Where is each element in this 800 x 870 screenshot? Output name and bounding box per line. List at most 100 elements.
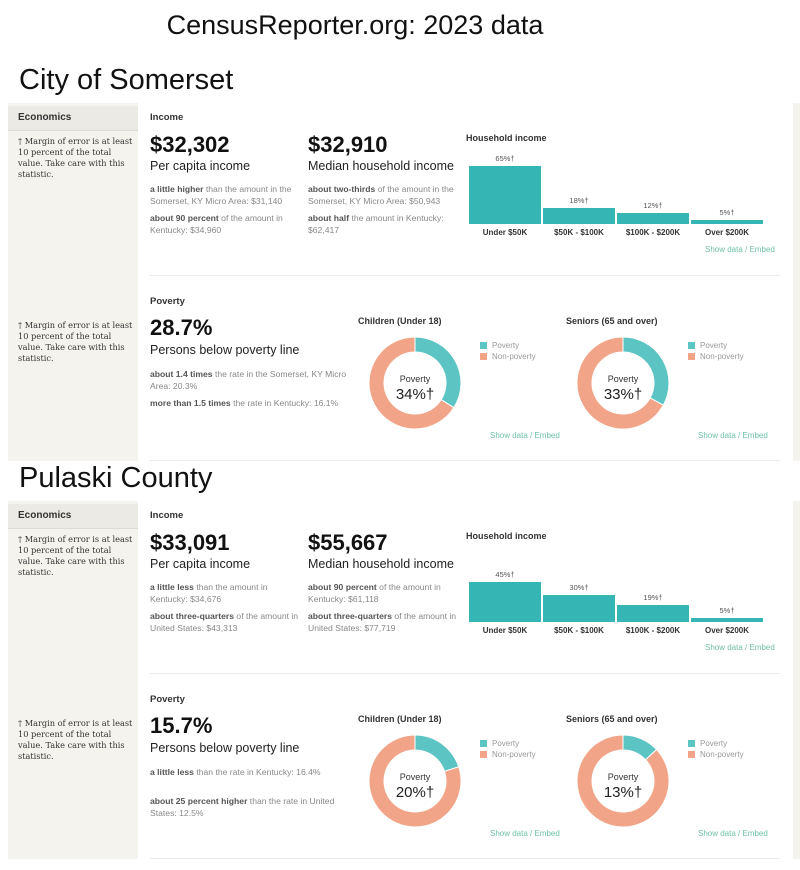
- legend-item-non-poverty: Non-poverty: [688, 750, 744, 759]
- non-poverty-slice[interactable]: [576, 734, 670, 828]
- legend-item-poverty: Poverty: [480, 341, 519, 350]
- bar-value-label: 65%†: [495, 154, 515, 164]
- bar-value-label: 45%†: [495, 569, 515, 579]
- seniors-poverty-chart: Seniors (65 and over) Poverty 33%† Pover…: [566, 316, 776, 446]
- bar[interactable]: [543, 595, 615, 622]
- poverty-comparison-2: about 25 percent higher than the rate in…: [150, 796, 335, 818]
- median-income-value: $55,667: [308, 530, 388, 555]
- legend-item-poverty: Poverty: [688, 739, 727, 748]
- per-capita-label: Per capita income: [150, 159, 251, 173]
- legend-swatch: [480, 740, 487, 747]
- legend-swatch: [688, 353, 695, 360]
- donut-chart: [576, 336, 670, 430]
- poverty-rate-label: Persons below poverty line: [150, 741, 300, 755]
- legend-item-poverty: Poverty: [688, 341, 727, 350]
- per-capita-comparison-1: a little less than the amount in Kentuck…: [150, 582, 268, 604]
- donut-chart: [368, 734, 462, 828]
- per-capita-label: Per capita income: [150, 557, 251, 571]
- bar-category-label: $100K - $200K: [625, 228, 681, 237]
- median-income-comparison-2: about three-quarters of the amount in Un…: [308, 611, 457, 633]
- poverty-heading: Poverty: [150, 296, 185, 307]
- bar-value-label: 19%†: [643, 593, 663, 603]
- median-income-label: Median household income: [308, 557, 454, 571]
- sidebar-heading[interactable]: Economics: [8, 504, 138, 529]
- poverty-comparison-1: about 1.4 times the rate in the Somerset…: [150, 369, 347, 391]
- median-income-comparison-1: about 90 percent of the amount in Kentuc…: [308, 582, 441, 604]
- bar-category-label: Over $200K: [704, 626, 750, 635]
- place-section: Pulaski County Economics † Margin of err…: [0, 462, 800, 862]
- legend-item-non-poverty: Non-poverty: [688, 352, 744, 361]
- per-capita-value: $32,302: [150, 132, 230, 157]
- divider: [150, 858, 780, 859]
- show-data-embed-link[interactable]: Show data / Embed: [698, 431, 768, 440]
- legend-item-poverty: Poverty: [480, 739, 519, 748]
- legend-item-non-poverty: Non-poverty: [480, 352, 536, 361]
- bar-value-label: 30%†: [569, 583, 589, 593]
- legend-swatch: [480, 751, 487, 758]
- show-data-embed-link[interactable]: Show data / Embed: [698, 829, 768, 838]
- bar-category-label: Over $200K: [704, 228, 750, 237]
- show-data-embed-link[interactable]: Show data / Embed: [490, 431, 560, 440]
- sidebar-heading-label: Economics: [18, 112, 72, 123]
- donut-chart: [368, 336, 462, 430]
- sidebar-heading[interactable]: Economics: [8, 106, 138, 131]
- donut-center-label: Poverty: [607, 374, 639, 384]
- poverty-heading: Poverty: [150, 694, 185, 705]
- place-section: City of Somerset Economics † Margin of e…: [0, 64, 800, 464]
- children-poverty-chart: Children (Under 18) Poverty 34%† Poverty…: [358, 316, 568, 446]
- legend-swatch: [480, 342, 487, 349]
- divider: [150, 275, 780, 276]
- poverty-rate-value: 28.7%: [150, 315, 213, 340]
- bar[interactable]: [543, 207, 615, 224]
- bar-value-label: 5%†: [719, 605, 735, 615]
- donut-center-value: 20%†: [395, 784, 435, 801]
- children-poverty-chart: Children (Under 18) Poverty 20%† Poverty…: [358, 714, 568, 844]
- income-heading: Income: [150, 112, 184, 123]
- bar-value-label: 18%†: [569, 195, 589, 205]
- donut-center-value: 34%†: [395, 386, 435, 403]
- household-income-chart-title: Household income: [466, 133, 547, 143]
- donut-center-label: Poverty: [607, 772, 639, 782]
- non-poverty-slice[interactable]: [368, 734, 462, 828]
- donut-center-label: Poverty: [399, 772, 431, 782]
- seniors-poverty-chart: Seniors (65 and over) Poverty 13%† Pover…: [566, 714, 776, 844]
- scrollbar-track[interactable]: [793, 501, 800, 859]
- margin-of-error-note: † Margin of error is at least 10 percent…: [18, 136, 133, 179]
- sidebar-heading-label: Economics: [18, 510, 72, 521]
- legend-swatch: [688, 342, 695, 349]
- place-title: City of Somerset: [19, 64, 234, 96]
- bar-category-label: $50K - $100K: [554, 228, 604, 237]
- show-data-embed-link[interactable]: Show data / Embed: [705, 245, 775, 254]
- main-column: [138, 103, 793, 461]
- bar-category-label: $50K - $100K: [554, 626, 604, 635]
- donut-center-value: 13%†: [603, 784, 643, 801]
- non-poverty-slice[interactable]: [368, 336, 455, 430]
- bar[interactable]: [691, 219, 763, 224]
- non-poverty-slice[interactable]: [576, 336, 664, 430]
- legend-swatch: [480, 353, 487, 360]
- show-data-embed-link[interactable]: Show data / Embed: [490, 829, 560, 838]
- poverty-comparison-1: a little less than the rate in Kentucky:…: [150, 767, 321, 777]
- bar[interactable]: [691, 617, 763, 622]
- margin-of-error-note: † Margin of error is at least 10 percent…: [18, 534, 133, 577]
- legend-item-non-poverty: Non-poverty: [480, 750, 536, 759]
- show-data-embed-link[interactable]: Show data / Embed: [705, 643, 775, 652]
- bar-value-label: 5%†: [719, 207, 735, 217]
- bar[interactable]: [617, 605, 689, 622]
- scrollbar-track[interactable]: [793, 103, 800, 461]
- bar[interactable]: [469, 166, 541, 224]
- household-income-chart-title: Household income: [466, 531, 547, 541]
- bar-category-label: $100K - $200K: [625, 626, 681, 635]
- poverty-rate-value: 15.7%: [150, 713, 213, 738]
- bar[interactable]: [617, 213, 689, 224]
- donut-title: Seniors (65 and over): [566, 316, 658, 326]
- median-income-comparison-2: about half the amount in Kentucky: $62,4…: [308, 213, 444, 235]
- poverty-comparison-2: more than 1.5 times the rate in Kentucky…: [150, 398, 339, 408]
- bar[interactable]: [469, 581, 541, 622]
- legend-swatch: [688, 740, 695, 747]
- household-income-chart: 65%† Under $50K 18%† $50K - $100K 12%† $100K …: [469, 144, 769, 244]
- donut-title: Children (Under 18): [358, 316, 442, 326]
- page-title: CensusReporter.org: 2023 data: [166, 10, 544, 40]
- per-capita-comparison-2: about three-quarters of the amount in Un…: [150, 611, 299, 633]
- poverty-slice[interactable]: [414, 734, 460, 773]
